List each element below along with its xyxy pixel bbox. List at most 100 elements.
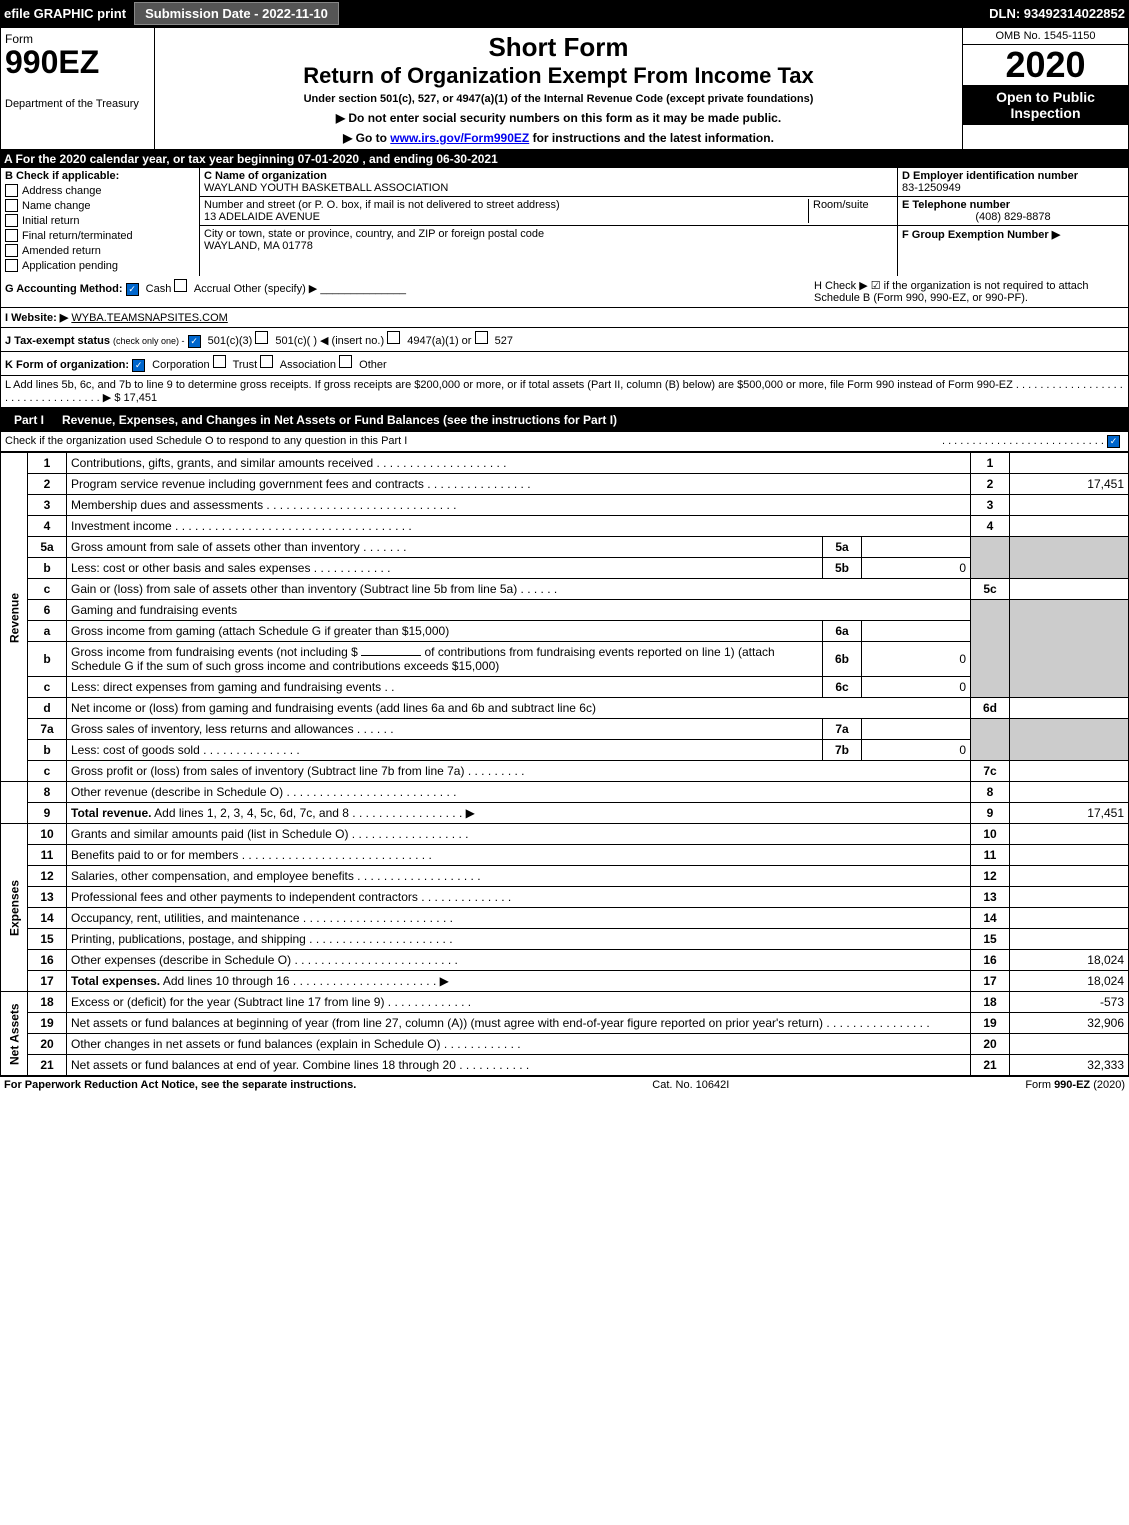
trust-checkbox[interactable] bbox=[213, 355, 226, 368]
ref-num: 4 bbox=[971, 516, 1010, 537]
check-name-change[interactable]: Name change bbox=[5, 199, 195, 212]
table-row: 12 Salaries, other compensation, and emp… bbox=[1, 866, 1129, 887]
efile-label[interactable]: efile GRAPHIC print bbox=[4, 6, 126, 21]
check-label: Name change bbox=[22, 200, 91, 212]
header-right: OMB No. 1545-1150 2020 Open to Public In… bbox=[963, 28, 1128, 149]
501c3-checkbox[interactable] bbox=[188, 335, 201, 348]
website-value[interactable]: WYBA.TEAMSNAPSITES.COM bbox=[71, 312, 227, 324]
table-row: 3 Membership dues and assessments . . . … bbox=[1, 495, 1129, 516]
city-value: WAYLAND, MA 01778 bbox=[204, 240, 893, 252]
checkbox-icon bbox=[5, 244, 18, 257]
line-num: 21 bbox=[28, 1055, 67, 1076]
accounting-method: G Accounting Method: Cash Accrual Other … bbox=[5, 279, 814, 304]
header-left: Form 990EZ Department of the Treasury bbox=[1, 28, 155, 149]
part1-title: Revenue, Expenses, and Changes in Net As… bbox=[62, 413, 617, 427]
line-desc: Salaries, other compensation, and employ… bbox=[71, 869, 354, 883]
org-addr-cell: Number and street (or P. O. box, if mail… bbox=[200, 197, 897, 226]
amount: 17,451 bbox=[1010, 803, 1129, 824]
line-num: 10 bbox=[28, 824, 67, 845]
table-row: 4 Investment income . . . . . . . . . . … bbox=[1, 516, 1129, 537]
org-name: WAYLAND YOUTH BASKETBALL ASSOCIATION bbox=[204, 182, 893, 194]
revenue-side-cont bbox=[1, 782, 28, 824]
line-num: b bbox=[28, 642, 67, 677]
line-desc: Gaming and fundraising events bbox=[67, 600, 971, 621]
line-num: 13 bbox=[28, 887, 67, 908]
irs-link[interactable]: www.irs.gov/Form990EZ bbox=[390, 131, 529, 145]
goto-text: ▶ Go to www.irs.gov/Form990EZ for instru… bbox=[159, 131, 958, 145]
4947-checkbox[interactable] bbox=[387, 331, 400, 344]
tax-exempt-note: (check only one) - bbox=[113, 336, 185, 346]
501c-checkbox[interactable] bbox=[255, 331, 268, 344]
assoc-label: Association bbox=[280, 359, 336, 371]
check-if-label: B Check if applicable: bbox=[5, 170, 195, 182]
accrual-checkbox[interactable] bbox=[174, 279, 187, 292]
table-row: 19 Net assets or fund balances at beginn… bbox=[1, 1013, 1129, 1034]
table-row: 16 Other expenses (describe in Schedule … bbox=[1, 950, 1129, 971]
table-row: 11 Benefits paid to or for members . . .… bbox=[1, 845, 1129, 866]
addr-value: 13 ADELAIDE AVENUE bbox=[204, 211, 808, 223]
accrual-label: Accrual bbox=[194, 283, 231, 295]
ref-num: 13 bbox=[971, 887, 1010, 908]
line-num: 6 bbox=[28, 600, 67, 621]
line-num: d bbox=[28, 698, 67, 719]
table-row: 20 Other changes in net assets or fund b… bbox=[1, 1034, 1129, 1055]
form-org-label: K Form of organization: bbox=[5, 359, 129, 371]
amount bbox=[1010, 495, 1129, 516]
table-row: 13 Professional fees and other payments … bbox=[1, 887, 1129, 908]
group-exemption-label: F Group Exemption Number ▶ bbox=[902, 229, 1060, 241]
check-label: Final return/terminated bbox=[22, 230, 133, 242]
line-desc: Professional fees and other payments to … bbox=[71, 890, 418, 904]
line-num: 1 bbox=[28, 453, 67, 474]
table-row: 5a Gross amount from sale of assets othe… bbox=[1, 537, 1129, 558]
ref-num: 17 bbox=[971, 971, 1010, 992]
amount bbox=[1010, 1034, 1129, 1055]
department-text: Department of the Treasury bbox=[5, 98, 150, 110]
amount bbox=[1010, 866, 1129, 887]
schedule-o-checkbox[interactable] bbox=[1107, 435, 1120, 448]
line-num: b bbox=[28, 558, 67, 579]
amount: 32,906 bbox=[1010, 1013, 1129, 1034]
check-final-return[interactable]: Final return/terminated bbox=[5, 229, 195, 242]
h-check: H Check ▶ ☑ if the organization is not r… bbox=[814, 279, 1124, 304]
line-num: 17 bbox=[28, 971, 67, 992]
check-label: Initial return bbox=[22, 215, 79, 227]
line-desc: Gain or (loss) from sale of assets other… bbox=[71, 582, 517, 596]
table-row: d Net income or (loss) from gaming and f… bbox=[1, 698, 1129, 719]
short-form-title: Short Form bbox=[159, 32, 958, 63]
line-num: c bbox=[28, 761, 67, 782]
cash-checkbox[interactable] bbox=[126, 283, 139, 296]
part1-header: Part I Revenue, Expenses, and Changes in… bbox=[0, 408, 1129, 432]
check-initial-return[interactable]: Initial return bbox=[5, 214, 195, 227]
line-num: 7a bbox=[28, 719, 67, 740]
checkbox-icon bbox=[5, 199, 18, 212]
amount bbox=[1010, 761, 1129, 782]
sub-val bbox=[862, 537, 971, 558]
footer: For Paperwork Reduction Act Notice, see … bbox=[0, 1076, 1129, 1093]
check-amended[interactable]: Amended return bbox=[5, 244, 195, 257]
ref-num: 21 bbox=[971, 1055, 1010, 1076]
check-pending[interactable]: Application pending bbox=[5, 259, 195, 272]
table-row: c Gain or (loss) from sale of assets oth… bbox=[1, 579, 1129, 600]
line-l-text: L Add lines 5b, 6c, and 7b to line 9 to … bbox=[5, 379, 1013, 391]
assoc-checkbox[interactable] bbox=[260, 355, 273, 368]
table-row: 2 Program service revenue including gove… bbox=[1, 474, 1129, 495]
527-checkbox[interactable] bbox=[475, 331, 488, 344]
line-num: 2 bbox=[28, 474, 67, 495]
corp-checkbox[interactable] bbox=[132, 359, 145, 372]
line-desc: Printing, publications, postage, and shi… bbox=[71, 932, 306, 946]
other-org-checkbox[interactable] bbox=[339, 355, 352, 368]
submission-date: Submission Date - 2022-11-10 bbox=[134, 2, 339, 25]
accounting-row: G Accounting Method: Cash Accrual Other … bbox=[0, 276, 1129, 308]
line-desc: Other revenue (describe in Schedule O) bbox=[71, 785, 283, 799]
phone-cell: E Telephone number (408) 829-8878 bbox=[898, 197, 1128, 226]
line-num: c bbox=[28, 579, 67, 600]
omb-number: OMB No. 1545-1150 bbox=[963, 28, 1128, 45]
org-info: C Name of organization WAYLAND YOUTH BAS… bbox=[200, 168, 897, 276]
table-row: c Gross profit or (loss) from sales of i… bbox=[1, 761, 1129, 782]
amount: 18,024 bbox=[1010, 950, 1129, 971]
line-desc: Grants and similar amounts paid (list in… bbox=[71, 827, 348, 841]
line-num: 12 bbox=[28, 866, 67, 887]
line-num: 5a bbox=[28, 537, 67, 558]
check-address-change[interactable]: Address change bbox=[5, 184, 195, 197]
501c-label: 501(c)( ) ◀ (insert no.) bbox=[275, 335, 384, 347]
